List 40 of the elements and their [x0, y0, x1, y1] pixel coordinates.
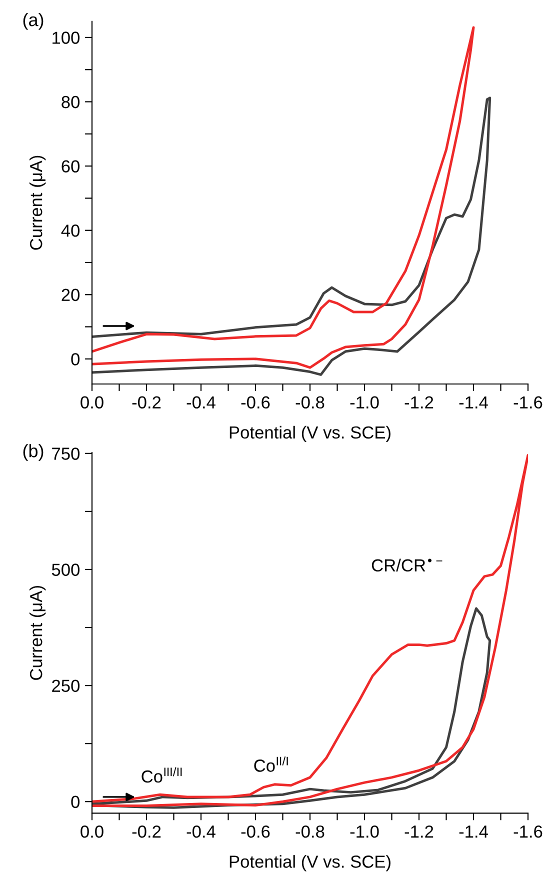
annotation: CR/CR$^{•−}$ [372, 558, 442, 572]
y-tick-label: 40 [61, 224, 80, 237]
x-tick-label: -0.6 [241, 825, 270, 838]
x-tick-label: -1.6 [514, 396, 542, 409]
x-tick-label: -0.4 [186, 396, 216, 409]
x-tick-label: -0.8 [296, 825, 324, 838]
line-series [92, 96, 492, 376]
annotation: Co$^{II/I}$ [254, 756, 288, 772]
annotation: Co$^{III/II}$ [142, 767, 182, 783]
x-tick-label: -1.4 [459, 826, 488, 838]
line-series [92, 454, 528, 808]
chart-title: (b) [23, 444, 44, 461]
chart-title: (a) [23, 12, 44, 30]
x-tick-label: -0.4 [186, 825, 216, 838]
x-tick-label: -1.2 [404, 825, 434, 838]
y-tick-label: 100 [52, 32, 80, 44]
y-tick-label: 20 [62, 288, 80, 302]
line-series [92, 26, 475, 369]
y-tick-label: 250 [52, 680, 80, 692]
y-tick-label: 0 [71, 796, 80, 808]
x-tick-label: 0.0 [80, 396, 104, 409]
y-tick-label: 500 [52, 564, 80, 576]
x-tick-label: -0.2 [132, 396, 161, 409]
x-axis-title: Potential (V vs. SCE) [230, 426, 390, 442]
x-tick-label: -0.6 [241, 396, 270, 409]
y-tick-label: 60 [62, 160, 80, 173]
x-tick-label: -1.0 [350, 825, 379, 838]
x-tick-label: -0.8 [296, 396, 324, 409]
y-axis-title: Current (μA) [29, 156, 46, 250]
x-axis-title: Potential (V vs. SCE) [230, 855, 390, 872]
x-tick-label: -1.0 [350, 396, 379, 409]
x-tick-label: -1.2 [404, 396, 434, 408]
y-tick-label: 80 [62, 96, 80, 108]
y-axis-title: Current (μA) [29, 586, 46, 680]
y-tick-label: 750 [52, 448, 80, 460]
x-tick-label: -1.6 [514, 825, 542, 838]
x-tick-label: 0.0 [80, 825, 104, 838]
x-tick-label: -0.2 [132, 825, 161, 838]
y-tick-label: 0 [71, 353, 80, 366]
x-tick-label: -1.4 [459, 396, 488, 408]
